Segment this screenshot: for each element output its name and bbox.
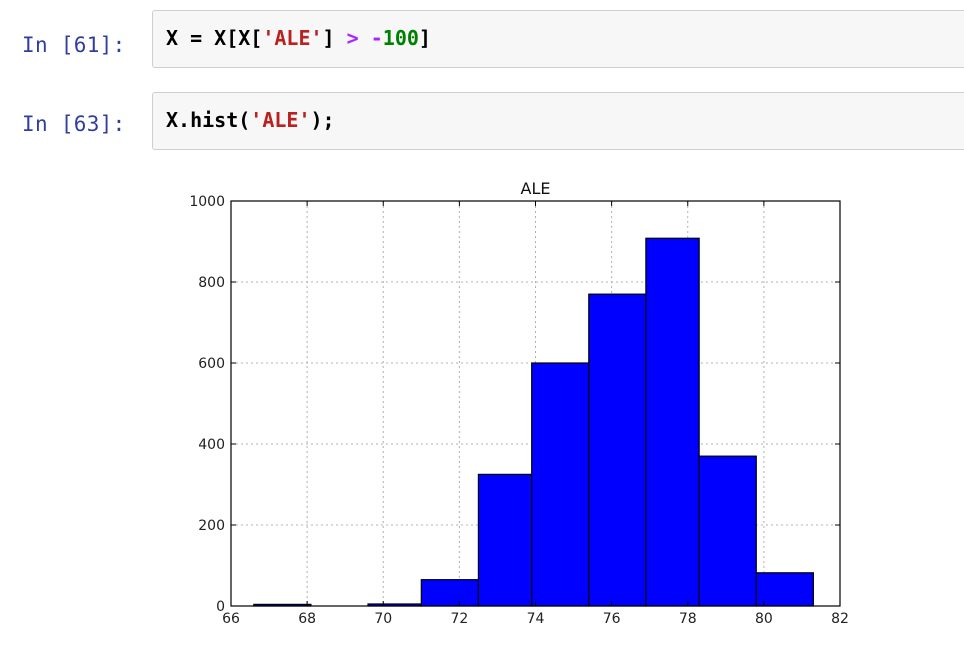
code-line: X = X[X['ALE'] > -100] xyxy=(166,26,431,50)
code-token: 'ALE' xyxy=(262,26,323,50)
code-token: ); xyxy=(310,108,335,132)
code-input-area[interactable]: X.hist('ALE'); xyxy=(152,92,964,150)
code-token: ] xyxy=(322,26,347,50)
y-tick-label: 1000 xyxy=(189,194,225,210)
code-cell-61[interactable]: In [61]: X = X[X['ALE'] > -100] xyxy=(0,10,964,68)
histogram-bar xyxy=(531,362,590,607)
histogram-bar xyxy=(645,237,700,607)
y-tick-label: 600 xyxy=(198,356,225,372)
histogram-bar xyxy=(477,473,533,607)
histogram-bar xyxy=(420,579,480,607)
axis-ticks: 66 68 70 72 74 76 78 80 82 0 200 400 600 800 1000 xyxy=(189,194,849,627)
y-tick-label: 0 xyxy=(216,599,225,615)
input-prompt: In [61]: xyxy=(22,33,126,57)
x-tick-label: 80 xyxy=(755,611,773,627)
x-tick-label: 66 xyxy=(222,611,240,627)
code-line: X.hist('ALE'); xyxy=(166,108,335,132)
code-token: X = X[X[ xyxy=(166,26,263,50)
x-tick-label: 76 xyxy=(603,611,621,627)
histogram-bar xyxy=(698,455,757,607)
x-tick-label: 68 xyxy=(298,611,316,627)
histogram-bars xyxy=(253,237,814,607)
y-tick-label: 200 xyxy=(198,518,225,534)
code-input-area[interactable]: X = X[X['ALE'] > -100] xyxy=(152,10,964,68)
code-cell-63[interactable]: In [63]: X.hist('ALE'); xyxy=(0,92,964,150)
x-tick-label: 82 xyxy=(831,611,849,627)
x-tick-label: 74 xyxy=(527,611,545,627)
code-token: ] xyxy=(418,26,431,50)
input-prompt: In [63]: xyxy=(22,112,126,136)
x-tick-label: 72 xyxy=(450,611,468,627)
code-token: - xyxy=(370,26,383,50)
histogram-bar xyxy=(588,293,647,607)
y-tick-label: 400 xyxy=(198,437,225,453)
code-token: X.hist( xyxy=(166,108,251,132)
code-token: 'ALE' xyxy=(250,108,311,132)
code-token: > xyxy=(346,26,359,50)
x-tick-label: 70 xyxy=(374,611,392,627)
code-token: 100 xyxy=(382,26,419,50)
y-tick-label: 800 xyxy=(198,275,225,291)
x-tick-label: 78 xyxy=(679,611,697,627)
histogram-bar xyxy=(755,572,814,607)
chart-title: ALE xyxy=(521,179,551,198)
